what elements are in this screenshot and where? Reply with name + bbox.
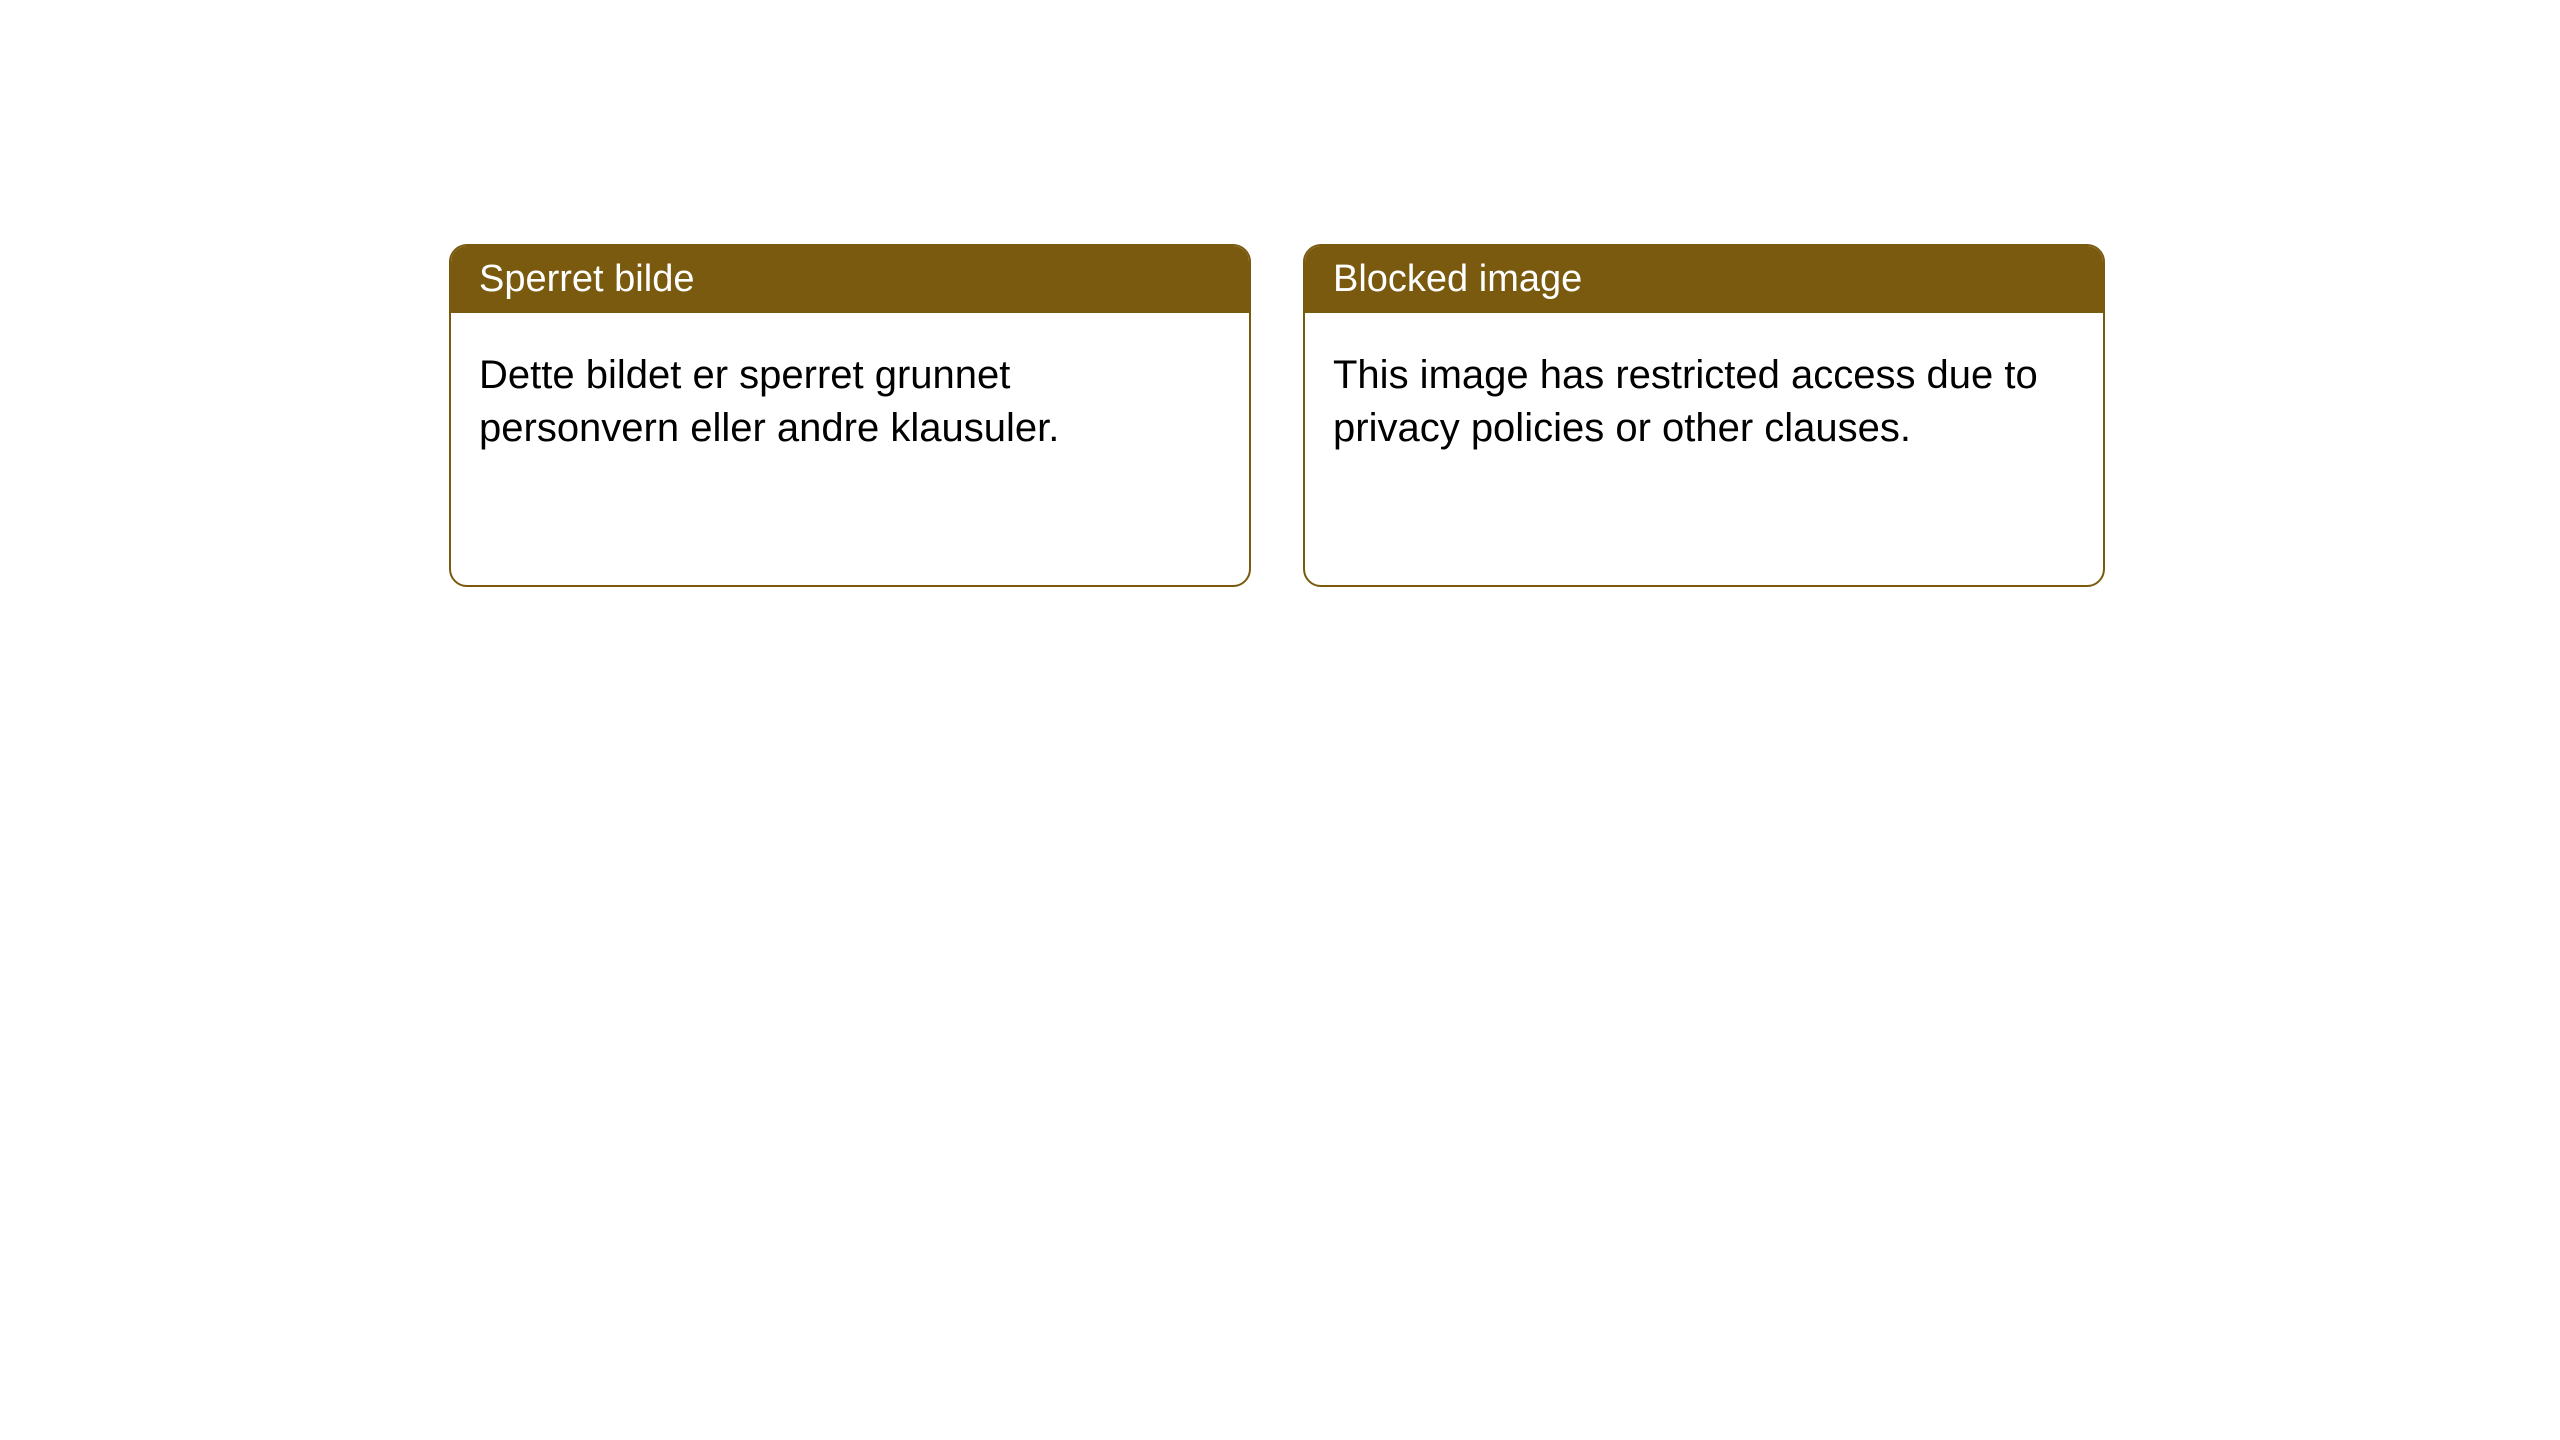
notice-body-no: Dette bildet er sperret grunnet personve… <box>451 313 1249 585</box>
notice-container: Sperret bilde Dette bildet er sperret gr… <box>0 0 2560 587</box>
notice-body-en: This image has restricted access due to … <box>1305 313 2103 585</box>
notice-card-en: Blocked image This image has restricted … <box>1303 244 2105 587</box>
notice-card-no: Sperret bilde Dette bildet er sperret gr… <box>449 244 1251 587</box>
notice-title-en: Blocked image <box>1305 246 2103 313</box>
notice-title-no: Sperret bilde <box>451 246 1249 313</box>
